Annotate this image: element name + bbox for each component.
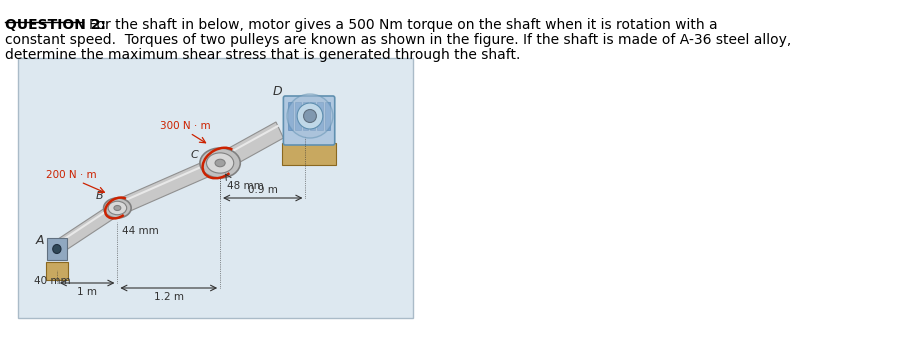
FancyBboxPatch shape (296, 102, 301, 130)
Text: 1.2 m: 1.2 m (154, 292, 184, 302)
Ellipse shape (304, 110, 317, 122)
Ellipse shape (287, 94, 332, 138)
Text: 48 mm: 48 mm (227, 181, 264, 191)
Text: 300 N · m: 300 N · m (160, 121, 211, 131)
Ellipse shape (200, 148, 240, 178)
FancyBboxPatch shape (283, 143, 335, 165)
FancyBboxPatch shape (303, 102, 309, 130)
Ellipse shape (52, 245, 61, 253)
FancyBboxPatch shape (18, 58, 413, 318)
Text: D: D (273, 85, 283, 98)
FancyBboxPatch shape (47, 238, 67, 260)
Ellipse shape (297, 103, 323, 129)
Ellipse shape (108, 201, 127, 215)
Polygon shape (53, 202, 121, 254)
FancyBboxPatch shape (46, 262, 68, 280)
FancyBboxPatch shape (288, 102, 294, 130)
Text: determine the maximum shear stress that is generated through the shaft.: determine the maximum shear stress that … (5, 48, 520, 62)
Text: A: A (36, 233, 44, 247)
Text: 0.9 m: 0.9 m (248, 185, 278, 195)
Ellipse shape (104, 198, 131, 218)
Text: C: C (191, 150, 198, 160)
Ellipse shape (114, 205, 121, 211)
Text: 1 m: 1 m (77, 287, 97, 297)
Text: 200 N · m: 200 N · m (46, 170, 97, 180)
Text: 40 mm: 40 mm (34, 276, 71, 286)
Ellipse shape (206, 153, 234, 173)
FancyBboxPatch shape (310, 102, 316, 130)
Text: constant speed.  Torques of two pulleys are known as shown in the figure. If the: constant speed. Torques of two pulleys a… (5, 33, 791, 47)
Text: For the shaft in below, motor gives a 500 Nm torque on the shaft when it is rota: For the shaft in below, motor gives a 50… (89, 18, 717, 32)
Polygon shape (216, 122, 284, 171)
Polygon shape (114, 156, 223, 216)
FancyBboxPatch shape (325, 102, 330, 130)
FancyBboxPatch shape (284, 96, 334, 145)
Ellipse shape (216, 159, 225, 167)
Text: B: B (95, 191, 103, 201)
FancyBboxPatch shape (318, 102, 323, 130)
Text: 44 mm: 44 mm (122, 226, 158, 236)
Text: QUESTION 2:: QUESTION 2: (5, 18, 106, 32)
